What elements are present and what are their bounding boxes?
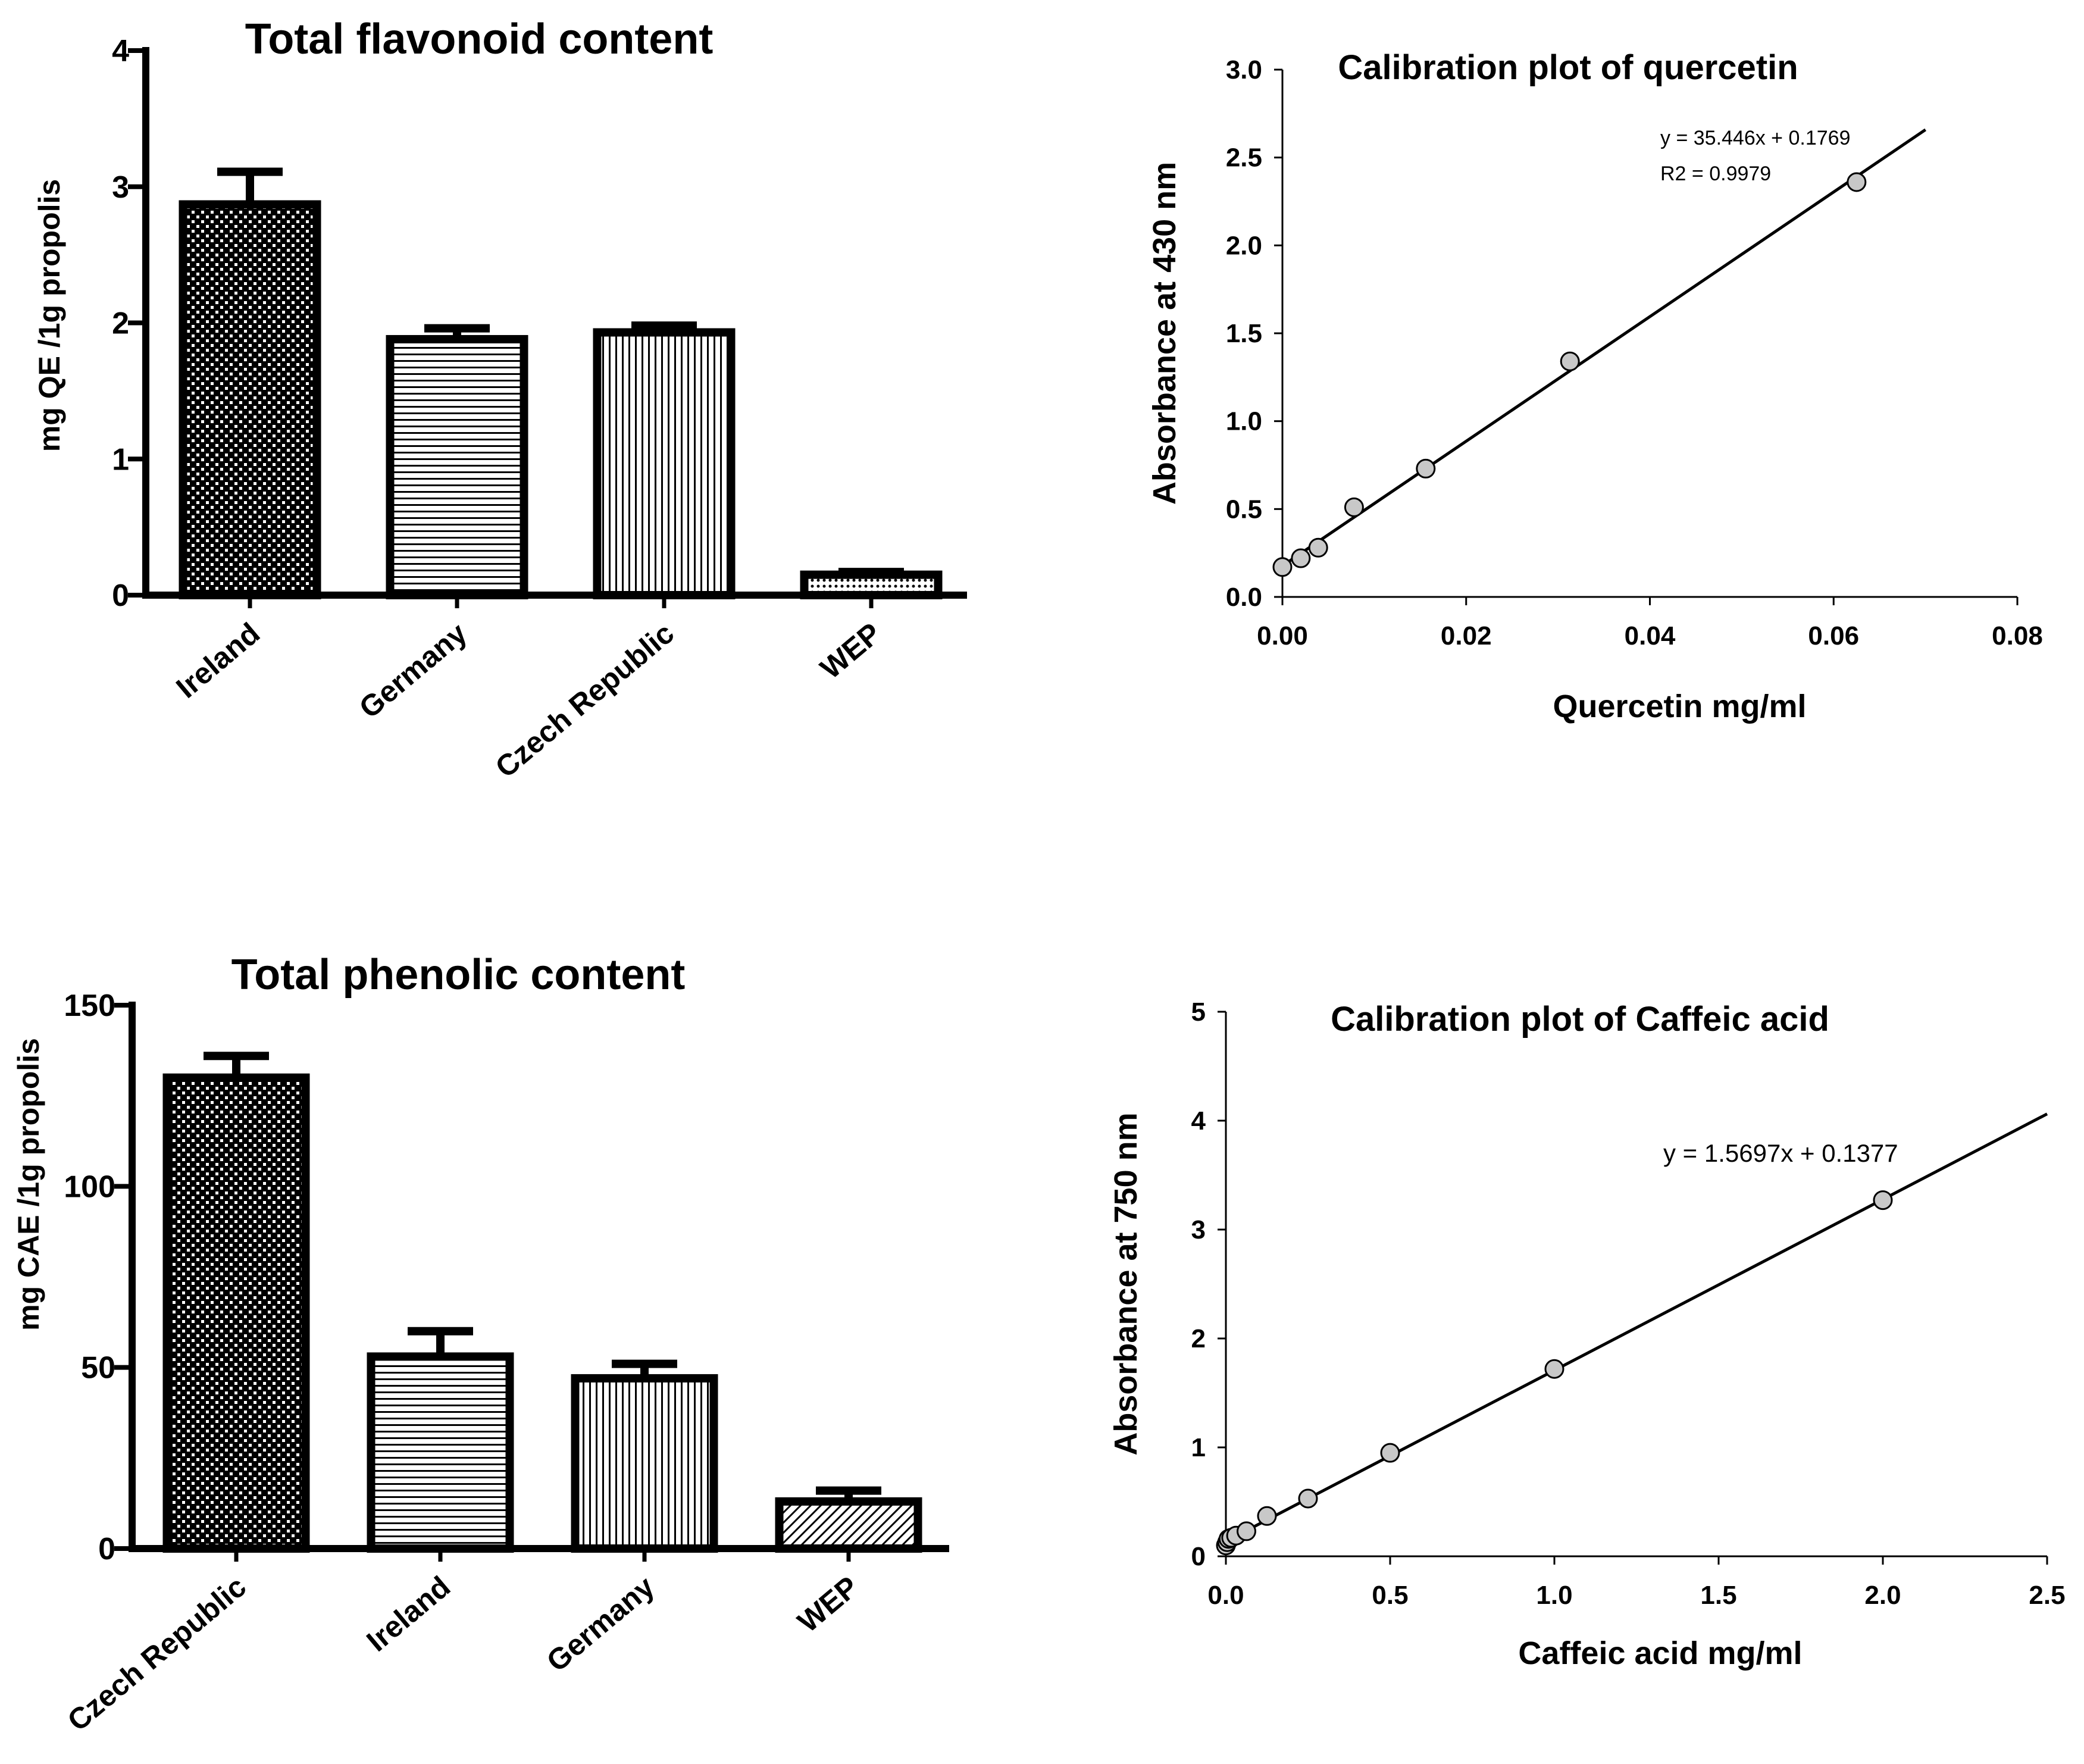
y-tick-label-5: 5	[1191, 997, 1206, 1027]
y-tick-label-1-0: 1.0	[1226, 407, 1262, 436]
data-point-0	[1272, 557, 1293, 577]
x-tick-label-0-0: 0.0	[1207, 1581, 1244, 1610]
data-point-4	[1416, 458, 1436, 478]
flavonoid-panel: Total flavonoid content mg QE /1g propoli…	[0, 0, 1041, 881]
y-axis-label: mg CAE /1g propolis	[12, 1038, 45, 1331]
x-tick-label-2-5: 2.5	[2029, 1581, 2065, 1610]
y-tick-label-1: 1	[112, 442, 129, 477]
y-tick-label-0: 0	[112, 578, 129, 613]
y-axis-label: mg QE /1g propolis	[33, 179, 66, 452]
x-tick-label-0-5: 0.5	[1372, 1581, 1408, 1610]
x-axis-label: Quercetin mg/ml	[1553, 689, 1806, 724]
bar-ireland	[367, 1352, 514, 1553]
y-tick-label-4: 4	[1191, 1106, 1206, 1136]
caffeic-calibration-chart: Calibration plot of Caffeic acid Caffeic …	[1108, 997, 2066, 1671]
category-label-czech-republic: Czech Republic	[61, 1570, 252, 1738]
y-tick-label-3-0: 3.0	[1226, 55, 1262, 85]
category-label-ireland: Ireland	[170, 617, 266, 705]
data-point-3	[1344, 497, 1364, 517]
y-axis-label: Absorbance at 750 nm	[1108, 1112, 1144, 1455]
caffeic-panel: Calibration plot of Caffeic acid Caffeic …	[1041, 881, 2084, 1764]
bar-wep	[775, 1497, 922, 1553]
chart-title: Total flavonoid content	[245, 15, 714, 63]
y-tick-label-1: 1	[1191, 1433, 1206, 1462]
quercetin-panel: Calibration plot of quercetin Quercetin m…	[1041, 0, 2084, 881]
y-tick-label-2: 2	[1191, 1324, 1206, 1353]
category-label-ireland: Ireland	[360, 1570, 456, 1658]
equation-annotation-0: y = 1.5697x + 0.1377	[1663, 1139, 1898, 1167]
trendline	[1281, 128, 1927, 567]
x-tick-label-1-0: 1.0	[1536, 1581, 1572, 1610]
data-point-1	[1291, 548, 1311, 568]
y-tick-label-2-5: 2.5	[1226, 143, 1262, 173]
bar-germany	[386, 334, 528, 599]
y-tick-label-0-5: 0.5	[1226, 495, 1262, 524]
y-tick-label-0: 0	[1191, 1542, 1206, 1571]
x-tick-label-1-5: 1.5	[1700, 1581, 1736, 1610]
y-tick-label-2: 2	[112, 306, 129, 341]
phenolic-bar-chart: Total phenolic content mg CAE /1g propoli…	[12, 951, 949, 1738]
bar-czech-republic	[593, 328, 736, 599]
chart-title: Calibration plot of quercetin	[1338, 48, 1798, 87]
data-point-6	[1847, 172, 1867, 192]
y-tick-label-0-0: 0.0	[1226, 583, 1262, 612]
quercetin-calibration-chart: Calibration plot of quercetin Quercetin m…	[1147, 48, 2043, 724]
data-point-5	[1560, 351, 1580, 371]
x-axis-label: Caffeic acid mg/ml	[1518, 1635, 1802, 1671]
chart-title: Total phenolic content	[231, 951, 686, 999]
bar-czech-republic	[162, 1073, 310, 1553]
x-tick-label-0-02: 0.02	[1441, 621, 1492, 650]
data-point-7	[1298, 1488, 1318, 1509]
category-label-czech-republic: Czech Republic	[489, 617, 680, 784]
y-tick-label-100: 100	[64, 1169, 115, 1204]
y-tick-label-50: 50	[81, 1351, 115, 1385]
y-tick-label-2-0: 2.0	[1226, 231, 1262, 260]
bar-ireland	[179, 200, 321, 599]
y-tick-label-4: 4	[112, 34, 129, 68]
data-point-8	[1380, 1443, 1400, 1463]
x-tick-label-0-04: 0.04	[1625, 621, 1676, 650]
equation-annotation-1: R2 = 0.9979	[1660, 162, 1771, 185]
x-tick-label-0-08: 0.08	[1992, 621, 2043, 650]
flavonoid-bar-chart: Total flavonoid content mg QE /1g propoli…	[33, 15, 967, 784]
x-tick-label-0-00: 0.00	[1257, 621, 1308, 650]
data-point-5	[1237, 1521, 1256, 1541]
data-point-6	[1257, 1506, 1277, 1526]
bar-germany	[571, 1374, 718, 1553]
category-label-wep: WEP	[814, 617, 887, 686]
data-point-9	[1544, 1359, 1564, 1379]
chart-title: Calibration plot of Caffeic acid	[1331, 1000, 1829, 1039]
phenolic-panel: Total phenolic content mg CAE /1g propoli…	[0, 881, 1041, 1764]
category-label-germany: Germany	[540, 1569, 661, 1678]
y-tick-label-150: 150	[64, 989, 115, 1023]
y-tick-label-3: 3	[1191, 1215, 1206, 1244]
y-axis-label: Absorbance at 430 nm	[1147, 162, 1182, 505]
trendline	[1225, 1112, 2048, 1543]
x-tick-label-0-06: 0.06	[1808, 621, 1859, 650]
y-tick-label-1-5: 1.5	[1226, 319, 1262, 348]
equation-annotation-0: y = 35.446x + 0.1769	[1660, 127, 1850, 149]
x-tick-label-2-0: 2.0	[1864, 1581, 1901, 1610]
data-point-2	[1308, 537, 1328, 558]
data-point-10	[1873, 1190, 1893, 1211]
category-label-wep: WEP	[791, 1570, 865, 1639]
category-label-germany: Germany	[353, 616, 473, 724]
y-tick-label-0: 0	[98, 1532, 115, 1566]
y-tick-label-3: 3	[112, 170, 129, 205]
